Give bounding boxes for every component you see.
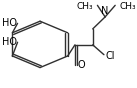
Text: O: O (77, 60, 85, 70)
Text: CH₃: CH₃ (119, 2, 136, 11)
Text: Cl: Cl (106, 51, 115, 61)
Text: HO: HO (2, 37, 17, 47)
Text: CH₃: CH₃ (77, 2, 93, 11)
Text: HO: HO (2, 18, 17, 28)
Text: N: N (101, 7, 109, 16)
